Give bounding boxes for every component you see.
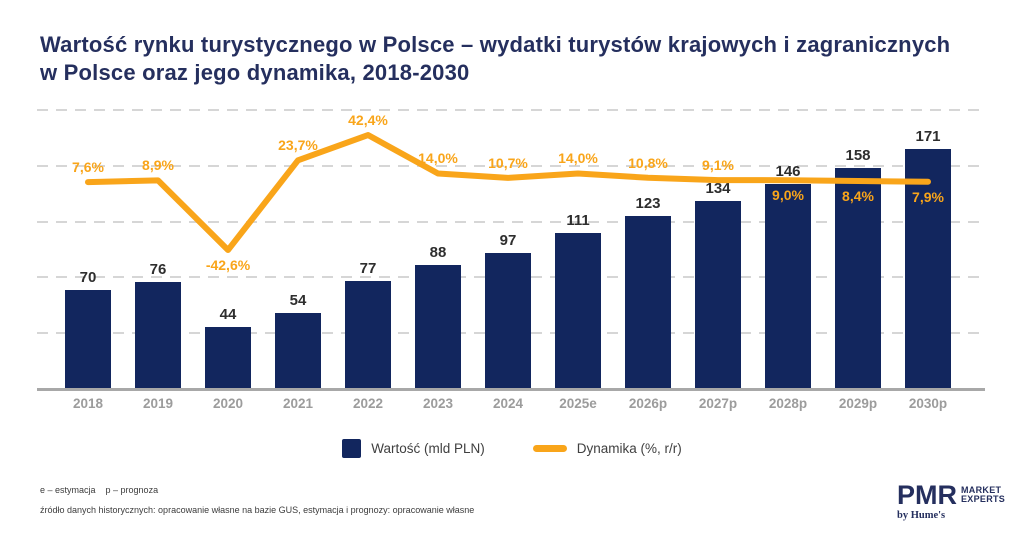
bar-column: 111 bbox=[543, 109, 613, 388]
x-axis-label: 2024 bbox=[492, 396, 524, 411]
bar bbox=[625, 216, 671, 388]
x-axis-label: 2028p bbox=[768, 396, 808, 411]
page-title-line-2: w Polsce oraz jego dynamika, 2018-2030 bbox=[40, 60, 470, 85]
bar bbox=[485, 252, 531, 388]
gridline bbox=[37, 164, 985, 167]
bar bbox=[65, 290, 111, 388]
dynamics-line bbox=[85, 132, 931, 254]
bar-value-label: 54 bbox=[289, 291, 307, 309]
bar bbox=[205, 326, 251, 388]
bar-column: 77 bbox=[333, 109, 403, 388]
bar-value-label: 134 bbox=[705, 180, 731, 198]
bar-column: 88 bbox=[403, 109, 473, 388]
chart-plot: 70 76 44 54 77 88 97 111 123 134 146 158 171 7,6% 8,9%… bbox=[37, 109, 985, 391]
x-axis-label: 2027p bbox=[698, 396, 738, 411]
footnote-definitions: e – estymacja p – prognoza bbox=[40, 485, 159, 495]
x-axis-label: 2026p bbox=[628, 396, 668, 411]
bar-column: 44 bbox=[193, 109, 263, 388]
legend-line-swatch-icon bbox=[532, 445, 567, 452]
legend-item-wartosc: Wartość (mld PLN) bbox=[342, 439, 485, 458]
bar-column: 171 bbox=[893, 109, 963, 388]
pmr-logo-tagline-line-2: EXPERTS bbox=[961, 494, 1006, 504]
legend-bar-swatch-icon bbox=[342, 439, 362, 458]
bar bbox=[135, 281, 181, 388]
bar-column: 134 bbox=[683, 109, 753, 388]
x-axis: 2018 2019 2020 2021 2022 2023 2024 2025e 2026p 20… bbox=[53, 396, 963, 411]
x-axis-label: 2023 bbox=[422, 396, 454, 411]
pmr-logo-byline: by Hume's bbox=[897, 510, 946, 521]
legend-item-dynamika: Dynamika (%, r/r) bbox=[532, 441, 682, 456]
bar-value-label: 123 bbox=[635, 195, 661, 213]
legend: Wartość (mld PLN) Dynamika (%, r/r) bbox=[0, 439, 1024, 458]
x-axis-label: 2019 bbox=[142, 396, 174, 411]
x-axis-label: 2029p bbox=[838, 396, 878, 411]
x-axis-label: 2030p bbox=[908, 396, 948, 411]
x-axis-label: 2025e bbox=[559, 396, 597, 411]
bar-column: 54 bbox=[263, 109, 333, 388]
bar-value-label: 158 bbox=[845, 146, 871, 164]
bar bbox=[275, 312, 321, 388]
bar bbox=[345, 280, 391, 388]
bar-value-label: 97 bbox=[499, 231, 517, 249]
page-title-line-1: Wartość rynku turystycznego w Polsce – w… bbox=[40, 32, 951, 57]
bar bbox=[695, 201, 741, 388]
bar bbox=[415, 265, 461, 388]
x-axis-label: 2020 bbox=[212, 396, 244, 411]
pmr-logo: PMR MARKET EXPERTS by Hume's bbox=[897, 480, 1005, 522]
bar-column: 70 bbox=[53, 109, 123, 388]
x-axis-label: 2022 bbox=[352, 396, 384, 411]
pmr-logo-row: PMR MARKET EXPERTS bbox=[897, 480, 1005, 510]
footnote-source: źródło danych historycznych: opracowanie… bbox=[40, 505, 475, 515]
legend-label-dynamika: Dynamika (%, r/r) bbox=[576, 441, 682, 456]
bar bbox=[835, 167, 881, 388]
bar-value-label: 111 bbox=[566, 212, 590, 230]
x-axis-label: 2018 bbox=[72, 396, 104, 411]
pmr-logo-tagline-line-1: MARKET bbox=[961, 485, 1002, 495]
legend-label-wartosc: Wartość (mld PLN) bbox=[371, 441, 485, 456]
bar-column: 97 bbox=[473, 109, 543, 388]
bar-column: 146 bbox=[753, 109, 823, 388]
gridline bbox=[37, 109, 985, 111]
bar-value-label: 70 bbox=[79, 269, 97, 287]
bar-value-label: 88 bbox=[429, 244, 447, 262]
bar-value-label: 77 bbox=[359, 259, 377, 277]
bar-value-label: 76 bbox=[149, 260, 167, 278]
page-title: Wartość rynku turystycznego w Polsce – w… bbox=[40, 31, 950, 87]
bar bbox=[905, 149, 951, 388]
bar-column: 158 bbox=[823, 109, 893, 388]
x-axis-label: 2021 bbox=[282, 396, 314, 411]
bar bbox=[555, 233, 601, 388]
gridline bbox=[37, 220, 985, 223]
bar-value-label: 44 bbox=[219, 305, 237, 323]
bar bbox=[765, 184, 811, 388]
bar-value-label: 146 bbox=[775, 163, 801, 181]
bar-value-label: 171 bbox=[915, 128, 941, 146]
bars-row: 70 76 44 54 77 88 97 111 123 134 146 158 171 bbox=[37, 109, 985, 388]
bar-column: 76 bbox=[123, 109, 193, 388]
pmr-logo-wordmark: PMR bbox=[897, 480, 957, 510]
pmr-logo-tagline: MARKET EXPERTS bbox=[961, 486, 1005, 504]
bar-column: 123 bbox=[613, 109, 683, 388]
